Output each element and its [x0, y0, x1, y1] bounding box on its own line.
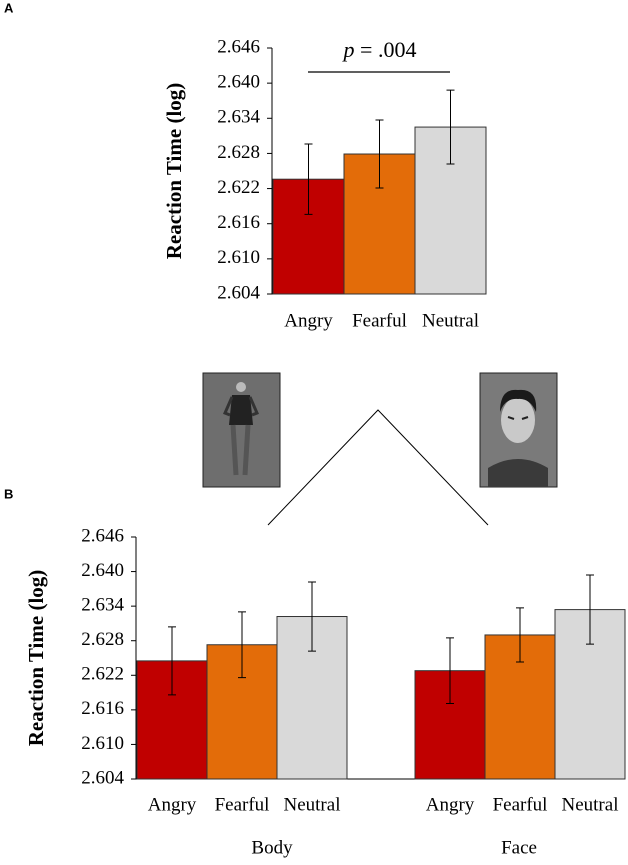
error-bar [308, 581, 316, 652]
y-tick-label: 2.616 [81, 698, 124, 719]
y-tick-label: 2.634 [81, 595, 124, 616]
error-bar [586, 574, 594, 645]
y-tick-label: 2.646 [217, 36, 260, 57]
x-tick-label: Neutral [422, 310, 479, 331]
error-bar [446, 89, 455, 165]
panel-label: A [4, 0, 14, 15]
y-tick-label: 2.610 [81, 733, 124, 754]
x-tick-label: Fearful [215, 794, 270, 815]
x-tick-label: Angry [426, 794, 475, 815]
y-tick-label: 2.640 [81, 560, 124, 581]
x-tick-label: Fearful [352, 310, 407, 331]
x-tick-label: Neutral [284, 794, 341, 815]
x-tick-label: Angry [284, 310, 333, 331]
y-tick-label: 2.646 [81, 525, 124, 546]
y-tick-label: 2.640 [217, 72, 260, 93]
x-tick-label: Fearful [493, 794, 548, 815]
y-axis-label: Reaction Time (log) [24, 570, 48, 747]
group-label: Face [501, 837, 537, 858]
error-bar [304, 143, 313, 215]
annotation: p = .004 [342, 37, 417, 62]
annotation-p: p [342, 37, 355, 62]
x-tick-label: Angry [148, 794, 197, 815]
error-bar [238, 611, 246, 679]
y-tick-label: 2.604 [81, 767, 124, 788]
y-tick-label: 2.616 [217, 212, 260, 233]
panel-label: B [4, 486, 13, 501]
error-bar [516, 607, 524, 663]
y-axis-label: Reaction Time (log) [162, 83, 186, 260]
face-image [479, 372, 558, 488]
y-tick-label: 2.610 [217, 247, 260, 268]
y-tick-label: 2.604 [217, 282, 260, 303]
y-tick-label: 2.634 [217, 107, 260, 128]
error-bar [375, 119, 384, 189]
y-tick-label: 2.628 [217, 142, 260, 163]
error-bar [168, 626, 176, 696]
connector [267, 409, 489, 526]
error-bar [446, 637, 454, 705]
group-label: Body [251, 837, 293, 858]
y-tick-label: 2.622 [81, 664, 124, 685]
x-tick-label: Neutral [562, 794, 619, 815]
y-tick-label: 2.622 [217, 177, 260, 198]
y-tick-label: 2.628 [81, 629, 124, 650]
annotation-text: = .004 [355, 37, 417, 62]
body-image [202, 372, 281, 488]
